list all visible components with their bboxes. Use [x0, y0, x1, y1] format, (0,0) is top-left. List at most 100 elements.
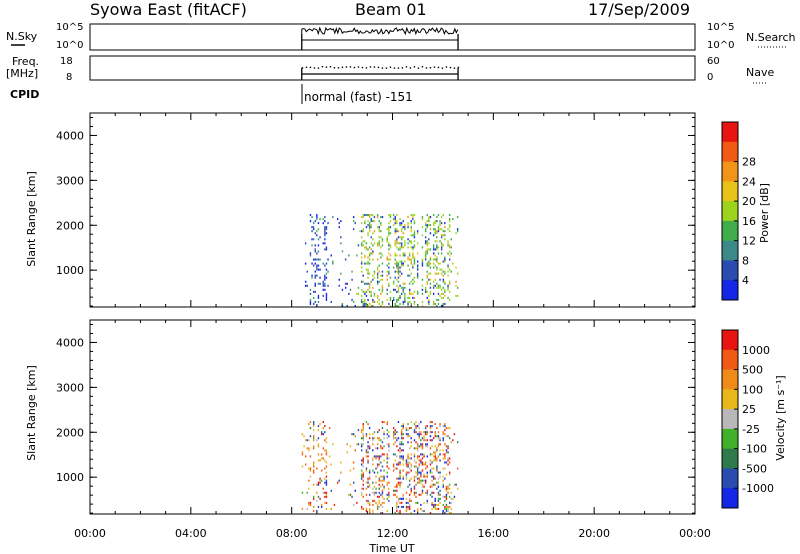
data-cell	[324, 459, 326, 462]
data-cell	[423, 479, 425, 482]
nave-point	[301, 67, 304, 69]
data-cell	[362, 230, 364, 233]
x-tick-label: 20:00	[578, 527, 610, 540]
data-cell	[309, 252, 312, 255]
data-cell	[325, 451, 328, 454]
data-cell	[410, 234, 412, 237]
data-cell	[373, 455, 376, 458]
data-cell	[383, 469, 385, 472]
x-tick-label: 04:00	[175, 527, 207, 540]
data-cell	[325, 298, 328, 301]
data-cell	[445, 489, 448, 492]
data-cell	[436, 487, 438, 490]
data-cell	[362, 274, 364, 277]
data-cell	[367, 447, 369, 450]
data-cell	[399, 254, 401, 257]
data-cell	[317, 437, 320, 440]
data-cell	[304, 455, 307, 458]
data-cell	[436, 469, 438, 472]
data-cell	[410, 304, 412, 307]
data-cell	[440, 216, 443, 219]
colorbar-tick-label: -1000	[742, 482, 774, 495]
data-cell	[421, 258, 424, 261]
data-cell	[322, 242, 324, 245]
data-cell	[410, 491, 412, 494]
data-cell	[314, 232, 316, 235]
data-cell	[442, 479, 444, 482]
data-cell	[394, 230, 396, 233]
data-cell	[388, 222, 390, 225]
data-cell	[440, 248, 443, 251]
data-cell	[447, 228, 449, 231]
data-cell	[448, 473, 451, 476]
data-cell	[322, 457, 324, 460]
data-cell	[372, 499, 374, 502]
data-cell	[408, 483, 411, 486]
data-cell	[364, 282, 366, 285]
data-cell	[399, 485, 401, 488]
data-cell	[388, 491, 390, 494]
data-cell	[360, 459, 363, 462]
data-cell	[402, 246, 404, 249]
data-cell	[373, 300, 376, 303]
data-cell	[432, 258, 435, 261]
data-cell	[442, 274, 444, 277]
data-cell	[412, 248, 414, 251]
data-cell	[440, 288, 443, 291]
data-cell	[317, 250, 320, 253]
data-cell	[324, 274, 326, 277]
data-cell	[424, 425, 427, 428]
data-cell	[442, 214, 444, 217]
data-cell	[389, 290, 392, 293]
data-cell	[360, 477, 363, 480]
data-cell	[437, 246, 440, 249]
data-cell	[447, 491, 449, 494]
data-cell	[420, 443, 422, 446]
y-tick-label: 3000	[56, 381, 84, 394]
data-cell	[408, 499, 411, 502]
data-cell	[399, 274, 401, 277]
data-cell	[405, 471, 408, 474]
data-cell	[383, 501, 385, 504]
data-cell	[428, 272, 430, 275]
data-cell	[397, 304, 400, 307]
data-cell	[316, 304, 318, 307]
data-cell	[426, 252, 428, 255]
data-cell	[416, 292, 419, 295]
data-cell	[421, 443, 424, 446]
data-cell	[431, 485, 433, 488]
data-cell	[396, 260, 398, 263]
data-cell	[447, 270, 449, 273]
data-cell	[428, 238, 430, 241]
data-cell	[317, 505, 320, 508]
data-cell	[309, 300, 312, 303]
data-cell	[309, 469, 312, 472]
data-cell	[423, 485, 425, 488]
data-cell	[448, 250, 451, 253]
data-cell	[354, 304, 356, 307]
data-cell	[360, 437, 363, 440]
data-cell	[301, 453, 304, 456]
nave-point	[353, 66, 356, 69]
data-cell	[450, 491, 452, 494]
nave-point	[361, 66, 364, 69]
data-cell	[332, 260, 334, 263]
data-cell	[394, 232, 396, 235]
data-cell	[408, 505, 411, 508]
data-cell	[381, 244, 384, 247]
data-cell	[413, 222, 416, 225]
data-cell	[455, 284, 457, 287]
data-cell	[436, 248, 438, 251]
data-cell	[448, 244, 451, 247]
y-tick-label: 1000	[56, 471, 84, 484]
data-cell	[437, 431, 440, 434]
data-cell	[388, 493, 390, 496]
data-cell	[429, 272, 432, 275]
data-cell	[400, 260, 403, 263]
data-cell	[386, 465, 388, 468]
data-cell	[421, 479, 424, 482]
data-cell	[352, 503, 355, 506]
data-cell	[325, 294, 328, 297]
data-cell	[392, 433, 395, 436]
data-cell	[413, 475, 416, 478]
